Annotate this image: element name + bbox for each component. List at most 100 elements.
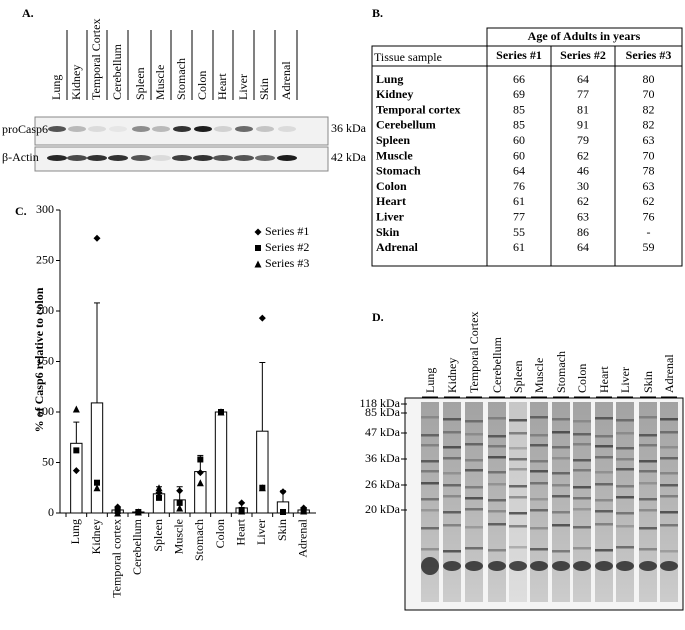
gel-band (421, 434, 439, 437)
gel-band (595, 549, 613, 552)
x-tick-label: Muscle (171, 519, 185, 554)
gel-band (660, 446, 678, 449)
gel-band (616, 546, 634, 549)
band (255, 155, 275, 161)
band (172, 155, 192, 161)
gel-band (639, 527, 657, 530)
gel-band (530, 460, 548, 463)
x-tick-label: Cerebellum (130, 518, 144, 575)
x-tick-label: Colon (213, 519, 227, 548)
gel-band (660, 457, 678, 460)
table-cell: 61 (513, 240, 525, 254)
lane-label: Spleen (511, 360, 525, 393)
gel-band (552, 524, 570, 527)
gel-band (465, 526, 483, 529)
legend-marker (255, 245, 261, 251)
point (176, 504, 184, 512)
gel-band (421, 557, 439, 575)
gel-band (509, 561, 527, 571)
marker-label: 36 kDa (365, 451, 401, 465)
gel-band (639, 548, 657, 551)
lane-label: Temporal Cortex (89, 19, 103, 100)
table-row-label: Spleen (376, 133, 410, 147)
gel-lane (465, 402, 483, 602)
gel-band (639, 561, 657, 571)
gel-band (530, 444, 548, 447)
gel-band (552, 561, 570, 571)
legend-label: Series #2 (265, 240, 309, 254)
point (300, 507, 308, 515)
gel-band (660, 484, 678, 487)
table-cell: 66 (513, 72, 525, 86)
gel-band (573, 547, 591, 550)
gel-band (639, 444, 657, 447)
gel-band (595, 510, 613, 513)
gel-band (639, 470, 657, 473)
gel-band (465, 443, 483, 446)
gel-band (421, 548, 439, 551)
gel-band (552, 418, 570, 421)
table-column-header: Series #1 (496, 48, 542, 62)
bar (214, 411, 228, 514)
y-tick-label: 300 (36, 202, 54, 216)
table-cell: 70 (643, 87, 655, 101)
gel-band (616, 561, 634, 571)
gel-band (443, 431, 461, 434)
gel-band (421, 460, 439, 463)
gel-band (616, 432, 634, 435)
lane-label: Muscle (153, 65, 167, 100)
gel-band (509, 512, 527, 515)
gel-band (616, 525, 634, 528)
table-cell: 62 (577, 194, 589, 208)
lane-label: Kidney (69, 65, 83, 100)
band (151, 155, 171, 161)
gel-lane (573, 402, 591, 602)
table-cell: 85 (513, 118, 525, 132)
gel-band (443, 524, 461, 527)
gel-band (573, 526, 591, 529)
y-tick-label: 150 (36, 353, 54, 367)
table-row-label: Liver (376, 209, 405, 223)
band (256, 126, 274, 132)
gel-band (639, 460, 657, 463)
legend-label: Series #1 (265, 224, 309, 238)
band (67, 155, 87, 161)
lane-label: Cerebellum (110, 43, 124, 100)
gel-band (639, 434, 657, 437)
lane-label: Adrenal (662, 354, 676, 393)
gel-band (573, 433, 591, 436)
gel-band (530, 416, 548, 419)
table-cell: 78 (643, 164, 655, 178)
table-cell: 60 (513, 148, 525, 162)
table-cell: 60 (513, 133, 525, 147)
x-tick-label: Skin (275, 519, 289, 541)
table-cell: 70 (643, 148, 655, 162)
x-tick-label: Adrenal (295, 518, 309, 557)
lane-label: Colon (195, 71, 209, 100)
gel-band (465, 497, 483, 500)
table-cell: - (647, 225, 651, 239)
gel-band (552, 495, 570, 498)
table-row-label: Temporal cortex (376, 102, 461, 116)
gel-lane (616, 402, 634, 602)
gel-band (552, 484, 570, 487)
table-row-header: Tissue sample (374, 50, 442, 64)
gel-band (509, 546, 527, 549)
marker-label: 47 kDa (365, 425, 401, 439)
table-title: Age of Adults in years (528, 29, 641, 43)
point (93, 484, 101, 492)
bar (70, 442, 83, 514)
gel-band (509, 468, 527, 471)
table-row-label: Heart (376, 194, 406, 208)
gel-lane (509, 402, 527, 602)
table-column-header: Series #2 (560, 48, 606, 62)
gel-band (639, 509, 657, 512)
gel-band (421, 470, 439, 473)
x-tick-label: Spleen (151, 519, 165, 552)
point (73, 447, 80, 454)
gel-band (595, 471, 613, 474)
band (47, 155, 67, 161)
table-cell: 63 (643, 133, 655, 147)
gel-band (639, 482, 657, 485)
